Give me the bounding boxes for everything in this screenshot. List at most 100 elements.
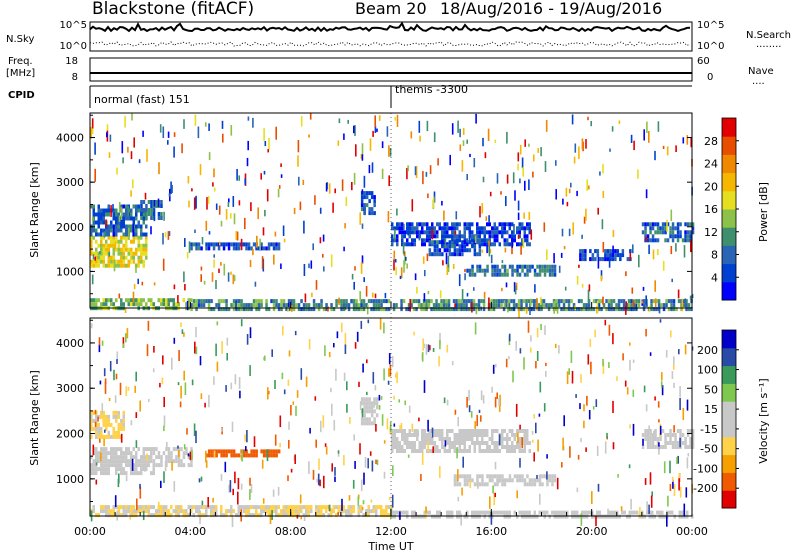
data-cell — [671, 278, 673, 283]
data-cell — [666, 219, 668, 232]
data-cell — [227, 272, 230, 282]
data-cell — [528, 268, 532, 273]
data-cell — [105, 228, 108, 233]
data-cell — [145, 239, 148, 244]
data-cell — [506, 441, 509, 445]
data-cell — [579, 249, 582, 254]
data-cell — [274, 434, 277, 446]
data-cell — [525, 303, 528, 308]
data-cell — [671, 371, 674, 379]
data-cell — [426, 441, 429, 445]
data-cell — [481, 474, 484, 479]
data-cell — [436, 248, 439, 253]
data-cell — [232, 488, 234, 496]
data-cell — [182, 455, 186, 460]
data-cell — [116, 351, 119, 362]
data-cell — [463, 234, 466, 239]
data-cell — [127, 146, 129, 153]
data-cell — [240, 483, 243, 490]
data-cell — [102, 220, 105, 225]
data-cell — [536, 297, 538, 311]
data-cell — [157, 198, 160, 207]
data-cell — [393, 429, 396, 433]
data-cell — [471, 234, 474, 239]
data-cell — [651, 222, 655, 227]
data-cell — [127, 259, 130, 264]
data-cell — [120, 426, 123, 431]
data-cell — [523, 429, 526, 433]
data-cell — [230, 382, 233, 390]
data-cell — [543, 403, 546, 412]
data-cell — [545, 120, 548, 132]
data-cell — [389, 421, 392, 432]
data-cell — [661, 510, 664, 515]
data-cell — [377, 303, 381, 308]
data-cell — [172, 509, 175, 514]
data-cell — [112, 204, 114, 211]
data-cell — [177, 463, 181, 468]
data-cell — [140, 509, 143, 514]
data-cell — [315, 509, 318, 514]
data-cell — [297, 505, 300, 510]
data-cell — [401, 230, 404, 235]
data-cell — [499, 394, 501, 407]
data-cell — [110, 509, 113, 514]
data-cell — [360, 195, 364, 200]
data-cell — [142, 130, 144, 137]
data-cell — [92, 505, 95, 510]
data-cell — [115, 263, 118, 268]
data-cell — [576, 275, 579, 285]
data-cell — [90, 263, 93, 268]
data-cell — [631, 510, 634, 515]
data-cell — [361, 255, 364, 264]
data-cell — [646, 445, 650, 449]
data-cell — [95, 255, 98, 260]
data-cell — [586, 395, 588, 406]
data-cell — [110, 434, 113, 439]
data-cell — [580, 307, 583, 312]
colorbar-swatch — [722, 136, 736, 155]
data-cell — [554, 343, 557, 349]
data-cell — [498, 242, 501, 247]
data-cell — [679, 234, 682, 239]
data-cell — [523, 482, 527, 487]
data-cell — [90, 239, 93, 244]
data-cell — [191, 188, 193, 192]
data-cell — [419, 135, 421, 142]
data-cell — [478, 514, 481, 519]
data-cell — [175, 505, 178, 510]
data-cell — [230, 513, 233, 518]
data-cell — [90, 455, 93, 460]
data-cell — [90, 410, 93, 415]
data-cell — [650, 299, 653, 304]
data-cell — [461, 429, 464, 433]
data-cell — [387, 307, 391, 312]
data-cell — [478, 248, 482, 253]
data-cell — [575, 394, 577, 398]
data-cell — [396, 208, 398, 216]
data-cell — [474, 322, 477, 335]
data-cell — [455, 299, 458, 304]
data-cell — [175, 459, 178, 464]
data-cell — [416, 230, 419, 235]
data-cell — [280, 163, 282, 167]
data-cell — [644, 234, 647, 239]
data-cell — [453, 222, 456, 227]
data-cell — [689, 429, 692, 433]
data-cell — [295, 405, 297, 416]
data-cell — [602, 361, 605, 374]
data-cell — [466, 248, 469, 253]
data-cell — [125, 333, 127, 343]
data-cell — [654, 433, 657, 437]
data-cell — [512, 370, 514, 383]
data-cell — [667, 299, 671, 304]
data-cell — [150, 204, 153, 208]
data-cell — [421, 429, 424, 433]
data-cell — [619, 253, 622, 258]
data-cell — [147, 463, 150, 468]
data-cell — [656, 230, 660, 235]
data-cell — [142, 505, 145, 510]
data-cell — [336, 331, 339, 339]
data-cell — [167, 455, 171, 460]
data-cell — [493, 474, 497, 479]
